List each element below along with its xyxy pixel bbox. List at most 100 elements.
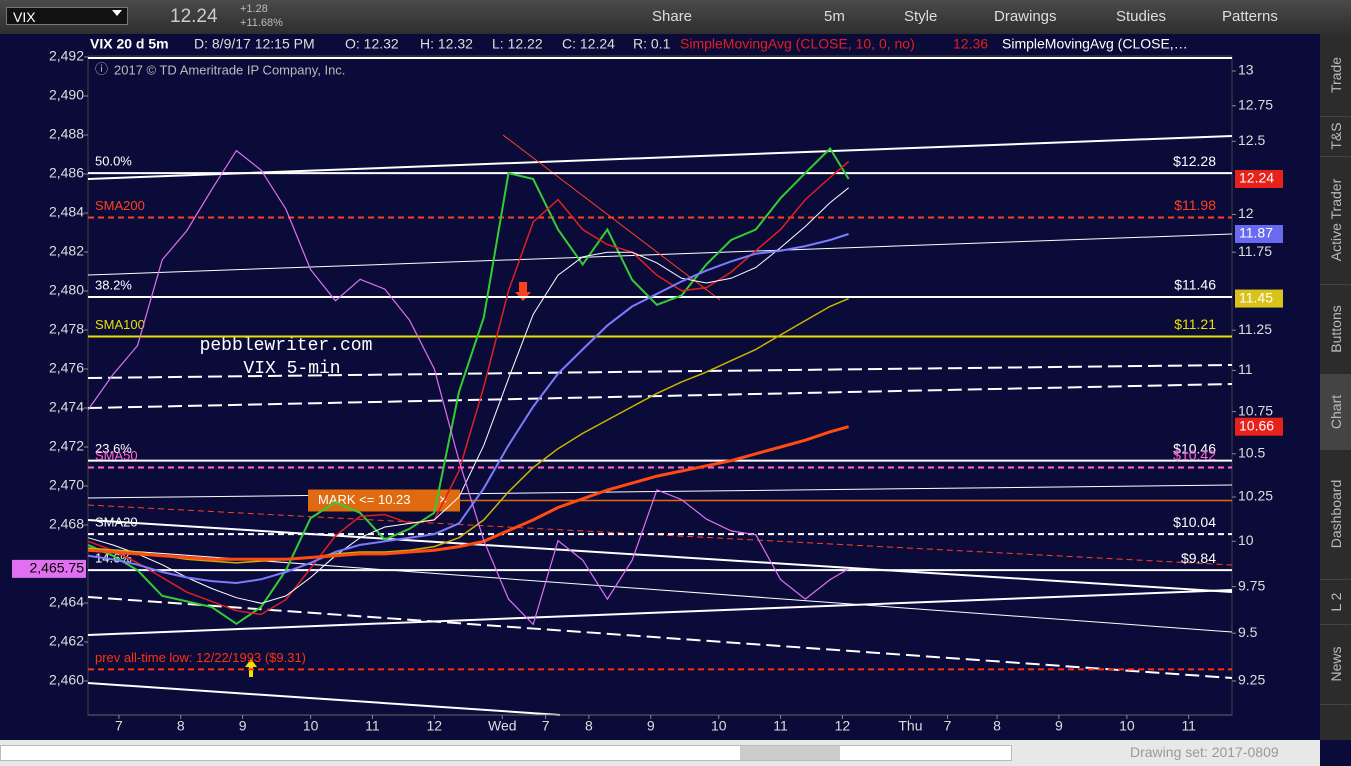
level-name: prev all-time low: 12/22/1993 ($9.31) <box>95 650 306 665</box>
level-name: SMA20 <box>95 515 138 530</box>
study-value: 12.36 <box>953 36 988 52</box>
header-item: R: 0.1 <box>633 36 671 52</box>
x-tick-label: 10 <box>711 718 727 734</box>
sidebar-tab[interactable]: News <box>1320 624 1351 705</box>
y2-tick-label: 11 <box>1238 361 1253 377</box>
scroll-thumb[interactable] <box>740 746 840 760</box>
tab-label: Buttons <box>1327 305 1344 353</box>
x-tick-label: 7 <box>542 718 550 734</box>
symbol-box[interactable]: VIX <box>6 7 128 25</box>
trend-line <box>87 596 1233 679</box>
sidebar-tab[interactable]: L 2 <box>1320 579 1351 625</box>
tab-label: Dashboard <box>1327 479 1344 549</box>
y2-tick-label: 11.25 <box>1238 321 1272 337</box>
y-tick-label: 2,480 <box>49 282 84 298</box>
x-tick-label: 9 <box>647 718 655 734</box>
y-tick-label: 2,478 <box>49 321 84 337</box>
tab-label: News <box>1327 646 1344 682</box>
series-line <box>87 233 849 585</box>
toolbar-button[interactable]: Drawings <box>994 8 1057 25</box>
x-tick-label: 12 <box>427 718 443 734</box>
x-tick-label: 11 <box>1181 718 1196 734</box>
level-name: 50.0% <box>95 154 132 169</box>
y-tick-label: 2,472 <box>49 438 84 454</box>
toolbar-button[interactable]: Style <box>904 8 938 25</box>
level-label: $10.04 <box>1173 514 1216 530</box>
tab-label: Active Trader <box>1327 178 1344 262</box>
y-tick-label: 2,486 <box>49 165 84 181</box>
sidebar-tab[interactable]: Active Trader <box>1320 156 1351 285</box>
header-item: O: 12.32 <box>345 36 399 52</box>
x-tick-label: 11 <box>773 718 788 734</box>
sidebar-tab[interactable]: T&S <box>1320 116 1351 157</box>
toolbar-button[interactable]: 5m <box>824 8 845 25</box>
toolbar: VIX 12.24 +1.28 +11.68% Share 5m Style Draw… <box>0 0 1351 34</box>
footer-bar: Drawing set: 2017-0809 <box>0 740 1320 766</box>
x-tick-label: 8 <box>177 718 185 734</box>
y2-tick-label: 11.75 <box>1238 243 1272 259</box>
scrollbar[interactable] <box>0 745 1012 761</box>
toolbar-button[interactable]: Patterns <box>1222 8 1278 25</box>
level-name: SMA50 <box>95 448 138 463</box>
y-tick-label: 2,468 <box>49 516 84 532</box>
level-label: $11.98 <box>1174 197 1216 213</box>
price-tag <box>12 559 86 578</box>
level-label: $9.84 <box>1181 550 1216 566</box>
price-tag-label: 10.66 <box>1239 417 1274 433</box>
y2-tick-label: 12.5 <box>1238 132 1265 148</box>
study-label: SimpleMovingAvg (CLOSE,… <box>1002 36 1188 52</box>
y2-tick-label: 10.75 <box>1238 402 1273 418</box>
x-tick-label: 8 <box>585 718 593 734</box>
watermark: VIX 5-min <box>243 359 340 379</box>
x-tick-label: 7 <box>115 718 123 734</box>
series-line <box>87 297 849 564</box>
tab-label: Chart <box>1327 394 1344 429</box>
trend-line <box>87 519 1233 593</box>
trend-line <box>87 682 561 716</box>
y2-tick-label: 9.25 <box>1238 672 1265 688</box>
sidebar-tab[interactable]: Chart <box>1320 374 1351 450</box>
trend-lines <box>87 57 1233 716</box>
header-item: L: 12.22 <box>492 36 543 52</box>
x-tick-label: 9 <box>239 718 247 734</box>
trend-line <box>87 589 1233 636</box>
y-tick-label: 2,482 <box>49 243 84 259</box>
price-tag <box>1235 417 1283 436</box>
sidebar-tab[interactable]: Buttons <box>1320 284 1351 375</box>
chart: ⓘ 2017 © TD Ameritrade IP Company, Inc. … <box>12 35 1283 734</box>
up-arrow <box>245 659 257 677</box>
y-tick-label: 2,476 <box>49 360 84 376</box>
series-line <box>87 146 850 626</box>
last-price: 12.24 <box>170 6 218 27</box>
y-tick-label: 2,460 <box>49 672 84 688</box>
alert-label: MARK <= 10.23 <box>318 492 411 507</box>
drawing-set[interactable]: Drawing set: 2017-0809 <box>1130 744 1279 760</box>
change: +1.28 <box>240 3 268 15</box>
level-label: $11.46 <box>1174 277 1216 293</box>
sidebar-tab[interactable]: Dashboard <box>1320 449 1351 580</box>
y-tick-label: 2,462 <box>49 633 84 649</box>
price-tag-label: 11.45 <box>1239 289 1273 305</box>
tab-label: Trade <box>1327 56 1344 94</box>
price-tag <box>1235 169 1283 188</box>
trend-line <box>87 547 1233 633</box>
x-tick-label: Thu <box>898 718 922 734</box>
price-tag-label: 2,465.75 <box>30 560 85 576</box>
watermark: pebblewriter.com <box>200 336 373 356</box>
sidebar-tab[interactable]: Trade <box>1320 34 1351 117</box>
y2-tick-label: 10.5 <box>1238 445 1265 461</box>
toolbar-button[interactable]: Share <box>652 8 693 25</box>
change-pct: +11.68% <box>240 17 283 29</box>
dropdown-arrow <box>112 10 122 16</box>
toolbar-button[interactable]: Studies <box>1116 8 1167 25</box>
y2-tick-label: 9.75 <box>1238 577 1265 593</box>
series-line <box>87 160 850 616</box>
series-line <box>87 425 849 561</box>
y2-tick-label: 13 <box>1238 62 1254 78</box>
y-tick-label: 2,474 <box>49 399 84 415</box>
y-tick-label: 2,464 <box>49 594 84 610</box>
price-tag <box>1235 289 1283 308</box>
header-item: VIX 20 d 5m <box>90 36 169 52</box>
copyright: 2017 © TD Ameritrade IP Company, Inc. <box>114 62 345 77</box>
